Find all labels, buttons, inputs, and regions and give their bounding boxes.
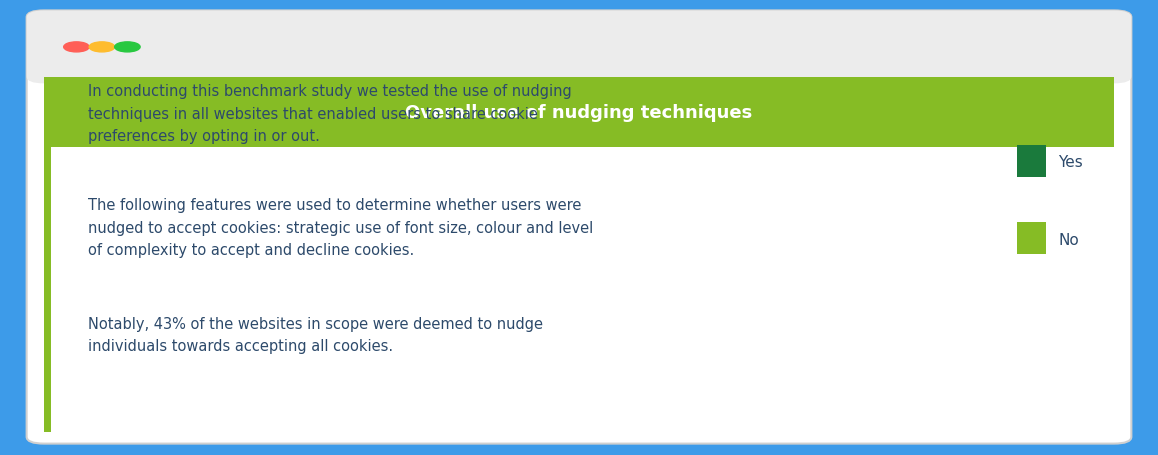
Text: In conducting this benchmark study we tested the use of nudging
techniques in al: In conducting this benchmark study we te… [88, 84, 572, 143]
Wedge shape [811, 124, 930, 351]
FancyBboxPatch shape [827, 228, 850, 267]
FancyBboxPatch shape [813, 216, 840, 266]
Text: 43%: 43% [935, 218, 968, 233]
Bar [819, 220, 821, 261]
Text: No: No [1058, 233, 1079, 247]
Text: Notably, 43% of the websites in scope were deemed to nudge
individuals towards a: Notably, 43% of the websites in scope we… [88, 316, 543, 354]
Text: Overall use of nudging techniques: Overall use of nudging techniques [405, 104, 753, 121]
Text: The following features were used to determine whether users were
nudged to accep: The following features were used to dete… [88, 198, 593, 257]
Bar [831, 220, 834, 261]
FancyBboxPatch shape [769, 267, 811, 292]
FancyBboxPatch shape [840, 238, 860, 267]
Text: 57%: 57% [653, 258, 687, 273]
FancyBboxPatch shape [794, 248, 864, 313]
Circle shape [733, 166, 888, 321]
Bar [844, 220, 846, 261]
Wedge shape [691, 124, 862, 363]
FancyBboxPatch shape [796, 201, 826, 265]
Text: Yes: Yes [1058, 155, 1083, 170]
